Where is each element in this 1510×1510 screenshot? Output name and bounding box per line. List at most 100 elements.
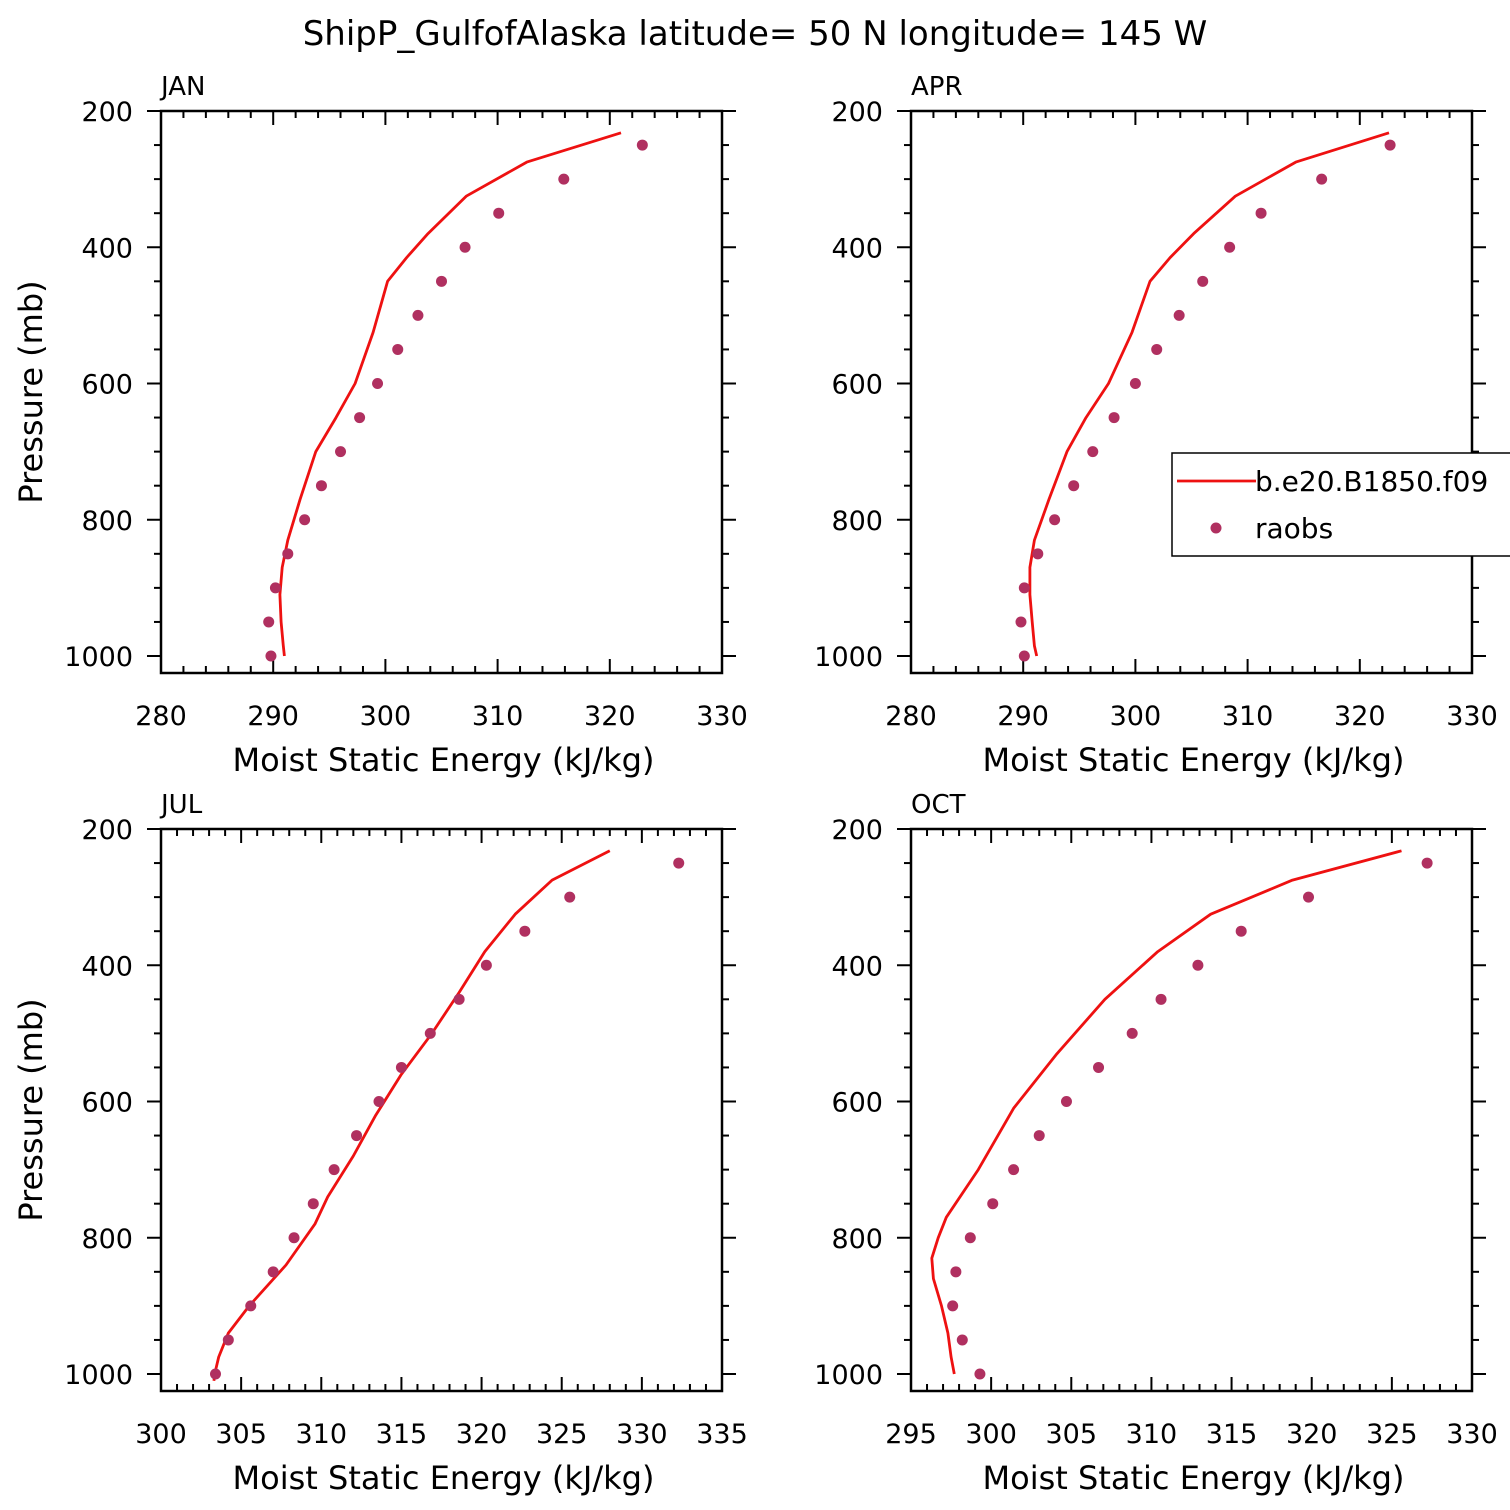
raobs-point	[974, 1368, 986, 1380]
raobs-point	[299, 514, 311, 526]
raobs-point	[269, 582, 281, 594]
raobs-point	[1316, 173, 1328, 185]
x-tick-label: 330	[1446, 1419, 1498, 1450]
raobs-point	[1087, 446, 1099, 458]
x-tick-label: 320	[1286, 1419, 1338, 1450]
model-line	[212, 849, 611, 1382]
x-tick-label: 280	[135, 701, 187, 732]
y-tick-label: 800	[831, 1224, 883, 1255]
panel-title: APR	[911, 72, 963, 102]
raobs-point	[493, 207, 505, 219]
raobs-point	[1049, 514, 1061, 526]
raobs-point	[956, 1334, 968, 1346]
raobs-point	[1008, 1164, 1020, 1176]
raobs-point	[1068, 480, 1080, 492]
x-tick-label: 335	[696, 1419, 748, 1450]
raobs-point	[424, 1027, 436, 1039]
panels: JAN 280 290 300 310 320 330 200 400 600 800 1000 Moi…	[12, 72, 1498, 1497]
raobs-point	[335, 446, 347, 458]
x-tick-label: 330	[696, 701, 748, 732]
y-tick-label: 800	[81, 1224, 133, 1255]
raobs-point	[636, 139, 648, 151]
raobs-point	[372, 378, 384, 389]
x-tick-label: 305	[1046, 1419, 1098, 1450]
panel-title: OCT	[911, 790, 966, 820]
raobs-point	[1235, 925, 1247, 937]
y-tick-label: 800	[81, 506, 133, 537]
raobs-point	[673, 857, 685, 869]
raobs-point	[373, 1096, 385, 1107]
raobs-point	[564, 891, 576, 903]
raobs-point	[392, 343, 404, 355]
raobs-point	[265, 650, 277, 662]
y-tick-label: 800	[831, 506, 883, 537]
x-tick-label: 300	[965, 1419, 1017, 1450]
legend-label-model: b.e20.B1850.f09	[1255, 465, 1488, 498]
y-tick-label: 1000	[64, 1360, 133, 1391]
raobs-point	[412, 309, 424, 321]
x-axis-label: Moist Static Energy (kJ/kg)	[983, 1459, 1405, 1497]
raobs-point	[1224, 241, 1236, 253]
plot-frame	[159, 827, 724, 1393]
y-tick-label: 1000	[814, 642, 883, 673]
raobs-point	[1129, 378, 1141, 389]
panel-jan: JAN 280 290 300 310 320 330 200 400 600 800 1000 Moi…	[12, 72, 748, 779]
legend-label-raobs: raobs	[1255, 512, 1333, 545]
x-tick-label: 325	[1366, 1419, 1418, 1450]
raobs-point	[288, 1232, 300, 1244]
y-tick-label: 600	[831, 1088, 883, 1119]
y-tick-label: 400	[81, 233, 133, 264]
raobs-point	[459, 241, 471, 253]
x-tick-label: 320	[1334, 701, 1386, 732]
plot-frame	[909, 109, 1474, 675]
y-tick-label: 1000	[814, 1360, 883, 1391]
raobs-point	[1108, 412, 1120, 424]
raobs-point	[947, 1300, 959, 1312]
raobs-point	[1126, 1027, 1138, 1039]
raobs-point	[558, 173, 570, 185]
plot-frame	[159, 109, 724, 675]
y-tick-label: 400	[831, 233, 883, 264]
x-axis-label: Moist Static Energy (kJ/kg)	[233, 741, 655, 779]
raobs-point	[1018, 650, 1030, 662]
figure-title: ShipP_GulfofAlaska latitude= 50 N longit…	[303, 14, 1208, 54]
x-tick-label: 320	[456, 1419, 508, 1450]
x-tick-label: 305	[215, 1419, 267, 1450]
x-axis-label: Moist Static Energy (kJ/kg)	[983, 741, 1405, 779]
raobs-point	[351, 1130, 363, 1142]
raobs-point	[1303, 891, 1315, 903]
raobs-point	[453, 993, 465, 1005]
x-tick-label: 300	[135, 1419, 187, 1450]
x-tick-label: 280	[885, 701, 937, 732]
raobs-point	[222, 1334, 234, 1346]
panel-oct: OCT 295 300 305 310 315 320 325 330 200 400 600 800 1…	[814, 790, 1497, 1497]
raobs-point	[315, 480, 327, 492]
y-tick-label: 600	[81, 370, 133, 401]
x-tick-label: 290	[247, 701, 299, 732]
x-tick-label: 315	[376, 1419, 428, 1450]
x-tick-label: 310	[1222, 701, 1274, 732]
y-axis-label: Pressure (mb)	[12, 280, 50, 503]
panel-jul: JUL 300 305 310 315 320 325 330 335 200 400 600 800 1…	[12, 790, 748, 1497]
x-tick-label: 300	[360, 701, 412, 732]
raobs-point	[307, 1198, 319, 1210]
y-tick-label: 200	[831, 97, 883, 128]
raobs-point	[1255, 207, 1267, 219]
raobs-point	[354, 412, 366, 424]
x-tick-label: 310	[296, 1419, 348, 1450]
legend-box	[1171, 452, 1510, 557]
legend-marker-swatch	[1210, 522, 1222, 534]
raobs-point	[1093, 1061, 1105, 1073]
x-tick-label: 295	[885, 1419, 937, 1450]
plot-frame	[909, 827, 1474, 1393]
raobs-point	[245, 1300, 257, 1312]
raobs-point	[1033, 1130, 1045, 1142]
raobs-point	[1155, 993, 1167, 1005]
raobs-point	[436, 275, 447, 287]
raobs-point	[964, 1232, 976, 1244]
raobs-point	[519, 925, 531, 937]
model-line	[930, 849, 1402, 1375]
raobs-point	[1015, 616, 1027, 628]
y-tick-label: 1000	[64, 642, 133, 673]
